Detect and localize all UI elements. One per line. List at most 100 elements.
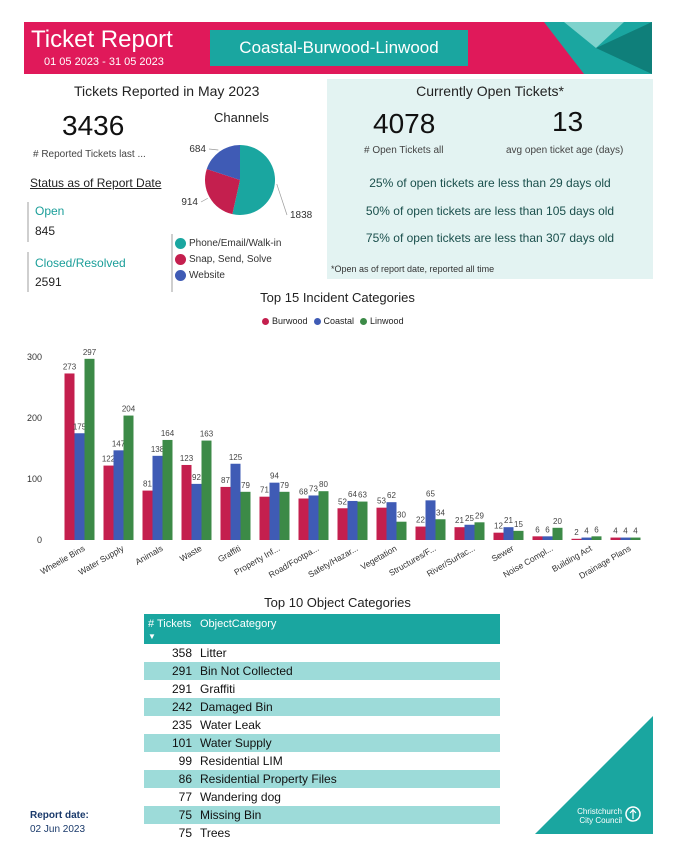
legend-label: Snap, Send, Solve <box>189 253 272 265</box>
bar <box>415 526 426 540</box>
bar-data-label: 30 <box>397 511 406 520</box>
legend-label: Phone/Email/Walk-in <box>189 237 282 249</box>
pie-leader-line <box>208 148 219 151</box>
bar-data-label: 273 <box>63 362 77 371</box>
pie-data-label: 1838 <box>290 210 313 221</box>
bar <box>376 507 387 540</box>
y-tick-label: 300 <box>27 352 42 362</box>
ticket-count-cell: 75 <box>178 826 192 840</box>
bar <box>610 537 621 540</box>
bar <box>591 536 602 540</box>
bar <box>162 439 173 540</box>
open-tickets-panel: Currently Open Tickets* 4078 # Open Tick… <box>327 79 653 279</box>
report-title: Ticket Report <box>31 26 173 53</box>
bar <box>347 500 358 540</box>
legend-swatch <box>175 253 186 265</box>
percentile-line: 50% of open tickets are less than 105 da… <box>365 204 615 218</box>
bar <box>318 491 329 540</box>
bar <box>581 537 592 540</box>
report-date-label: Report date: <box>30 810 89 821</box>
object-category-table: # Tickets ▼ ObjectCategory 358 Litter 291 Bi… <box>144 614 500 842</box>
table-header-row: # Tickets ▼ ObjectCategory <box>144 614 500 644</box>
object-table-title: Top 10 Object Categories <box>264 595 411 610</box>
bar <box>103 465 114 540</box>
open-panel-title: Currently Open Tickets* <box>416 83 564 99</box>
pie-slice <box>205 168 240 215</box>
bar-data-label: 6 <box>545 525 550 534</box>
bar <box>532 536 543 540</box>
logo-text: Christchurch <box>577 807 622 816</box>
y-tick-label: 0 <box>37 535 42 545</box>
pie-data-label: 684 <box>189 144 206 155</box>
object-category-cell: Graffiti <box>200 682 236 696</box>
legend-scroll-track[interactable] <box>171 234 173 292</box>
table-row[interactable]: 291 Graffiti <box>144 680 500 698</box>
bar <box>84 358 95 540</box>
pie-data-label: 914 <box>181 197 198 208</box>
header-decoration <box>544 22 652 74</box>
closed-value: 2591 <box>35 275 62 289</box>
object-category-cell: Residential Property Files <box>196 770 500 788</box>
legend-swatch <box>175 237 186 249</box>
table-row[interactable]: 242 Damaged Bin <box>144 698 500 716</box>
table-row[interactable]: 86 Residential Property Files <box>144 770 500 788</box>
table-row[interactable]: 75 Missing Bin <box>144 806 500 824</box>
legend-label: Coastal <box>323 316 355 326</box>
pie-leader-line <box>276 183 288 216</box>
bar-data-label: 20 <box>553 517 562 526</box>
legend-item: Website <box>175 267 281 283</box>
bar-data-label: 53 <box>377 497 386 506</box>
council-logo-icon <box>625 806 641 822</box>
object-category-cell: Bin Not Collected <box>196 662 500 680</box>
bar <box>464 524 475 540</box>
bar <box>142 490 153 540</box>
table-row[interactable]: 235 Water Leak <box>144 716 500 734</box>
object-category-cell: Water Leak <box>200 718 261 732</box>
table-row[interactable]: 75 Trees <box>144 824 500 842</box>
object-category-cell: Wandering dog <box>200 790 281 804</box>
bar <box>386 502 397 540</box>
bar-data-label: 64 <box>348 490 357 499</box>
bar-data-label: 81 <box>143 480 152 489</box>
bar <box>503 527 514 540</box>
bar-chart-legend: Burwood Coastal Linwood <box>262 316 404 326</box>
bar <box>435 519 446 540</box>
ticket-count-cell: 358 <box>171 646 192 660</box>
bar <box>269 482 280 540</box>
sort-count-header[interactable]: # Tickets ▼ <box>144 614 196 644</box>
bar-data-label: 2 <box>574 528 579 537</box>
table-row[interactable]: 77 Wandering dog <box>144 788 500 806</box>
y-tick-label: 200 <box>27 413 42 423</box>
bar <box>201 440 212 540</box>
table-row[interactable]: 101 Water Supply <box>144 734 500 752</box>
ticket-count-cell: 235 <box>171 718 192 732</box>
logo-text: City Council <box>579 816 622 825</box>
bar-data-label: 175 <box>73 422 87 431</box>
channels-pie-chart: 1838 914 684 <box>181 144 313 221</box>
table-row[interactable]: 99 Residential LIM <box>144 752 500 770</box>
date-range: 01 05 2023 - 31 05 2023 <box>44 56 164 68</box>
object-category-cell: Missing Bin <box>196 806 500 824</box>
table-row[interactable]: 291 Bin Not Collected <box>144 662 500 680</box>
bar <box>181 464 192 540</box>
table-row[interactable]: 358 Litter <box>144 644 500 662</box>
sort-desc-icon: ▼ <box>148 632 156 641</box>
bar-data-label: 4 <box>633 527 638 536</box>
bar-data-label: 122 <box>102 455 116 464</box>
bar <box>220 486 231 540</box>
object-category-cell: Residential LIM <box>200 754 283 768</box>
bar <box>308 495 319 540</box>
column-header-label: ObjectCategory <box>200 618 277 630</box>
legend-item: Phone/Email/Walk-in <box>175 235 281 251</box>
avg-age-label: avg open ticket age (days) <box>506 145 624 156</box>
bar-data-label: 204 <box>122 405 136 414</box>
bar-data-label: 52 <box>338 497 347 506</box>
ticket-count-cell: 86 <box>144 770 196 788</box>
legend-label: Linwood <box>370 316 404 326</box>
category-header[interactable]: ObjectCategory <box>196 614 500 644</box>
column-header-label: # Tickets <box>148 618 192 630</box>
ticket-count-cell: 99 <box>178 754 192 768</box>
bar <box>620 537 631 540</box>
bar-data-label: 4 <box>613 527 618 536</box>
reported-count-label: # Reported Tickets last ... <box>33 149 146 160</box>
